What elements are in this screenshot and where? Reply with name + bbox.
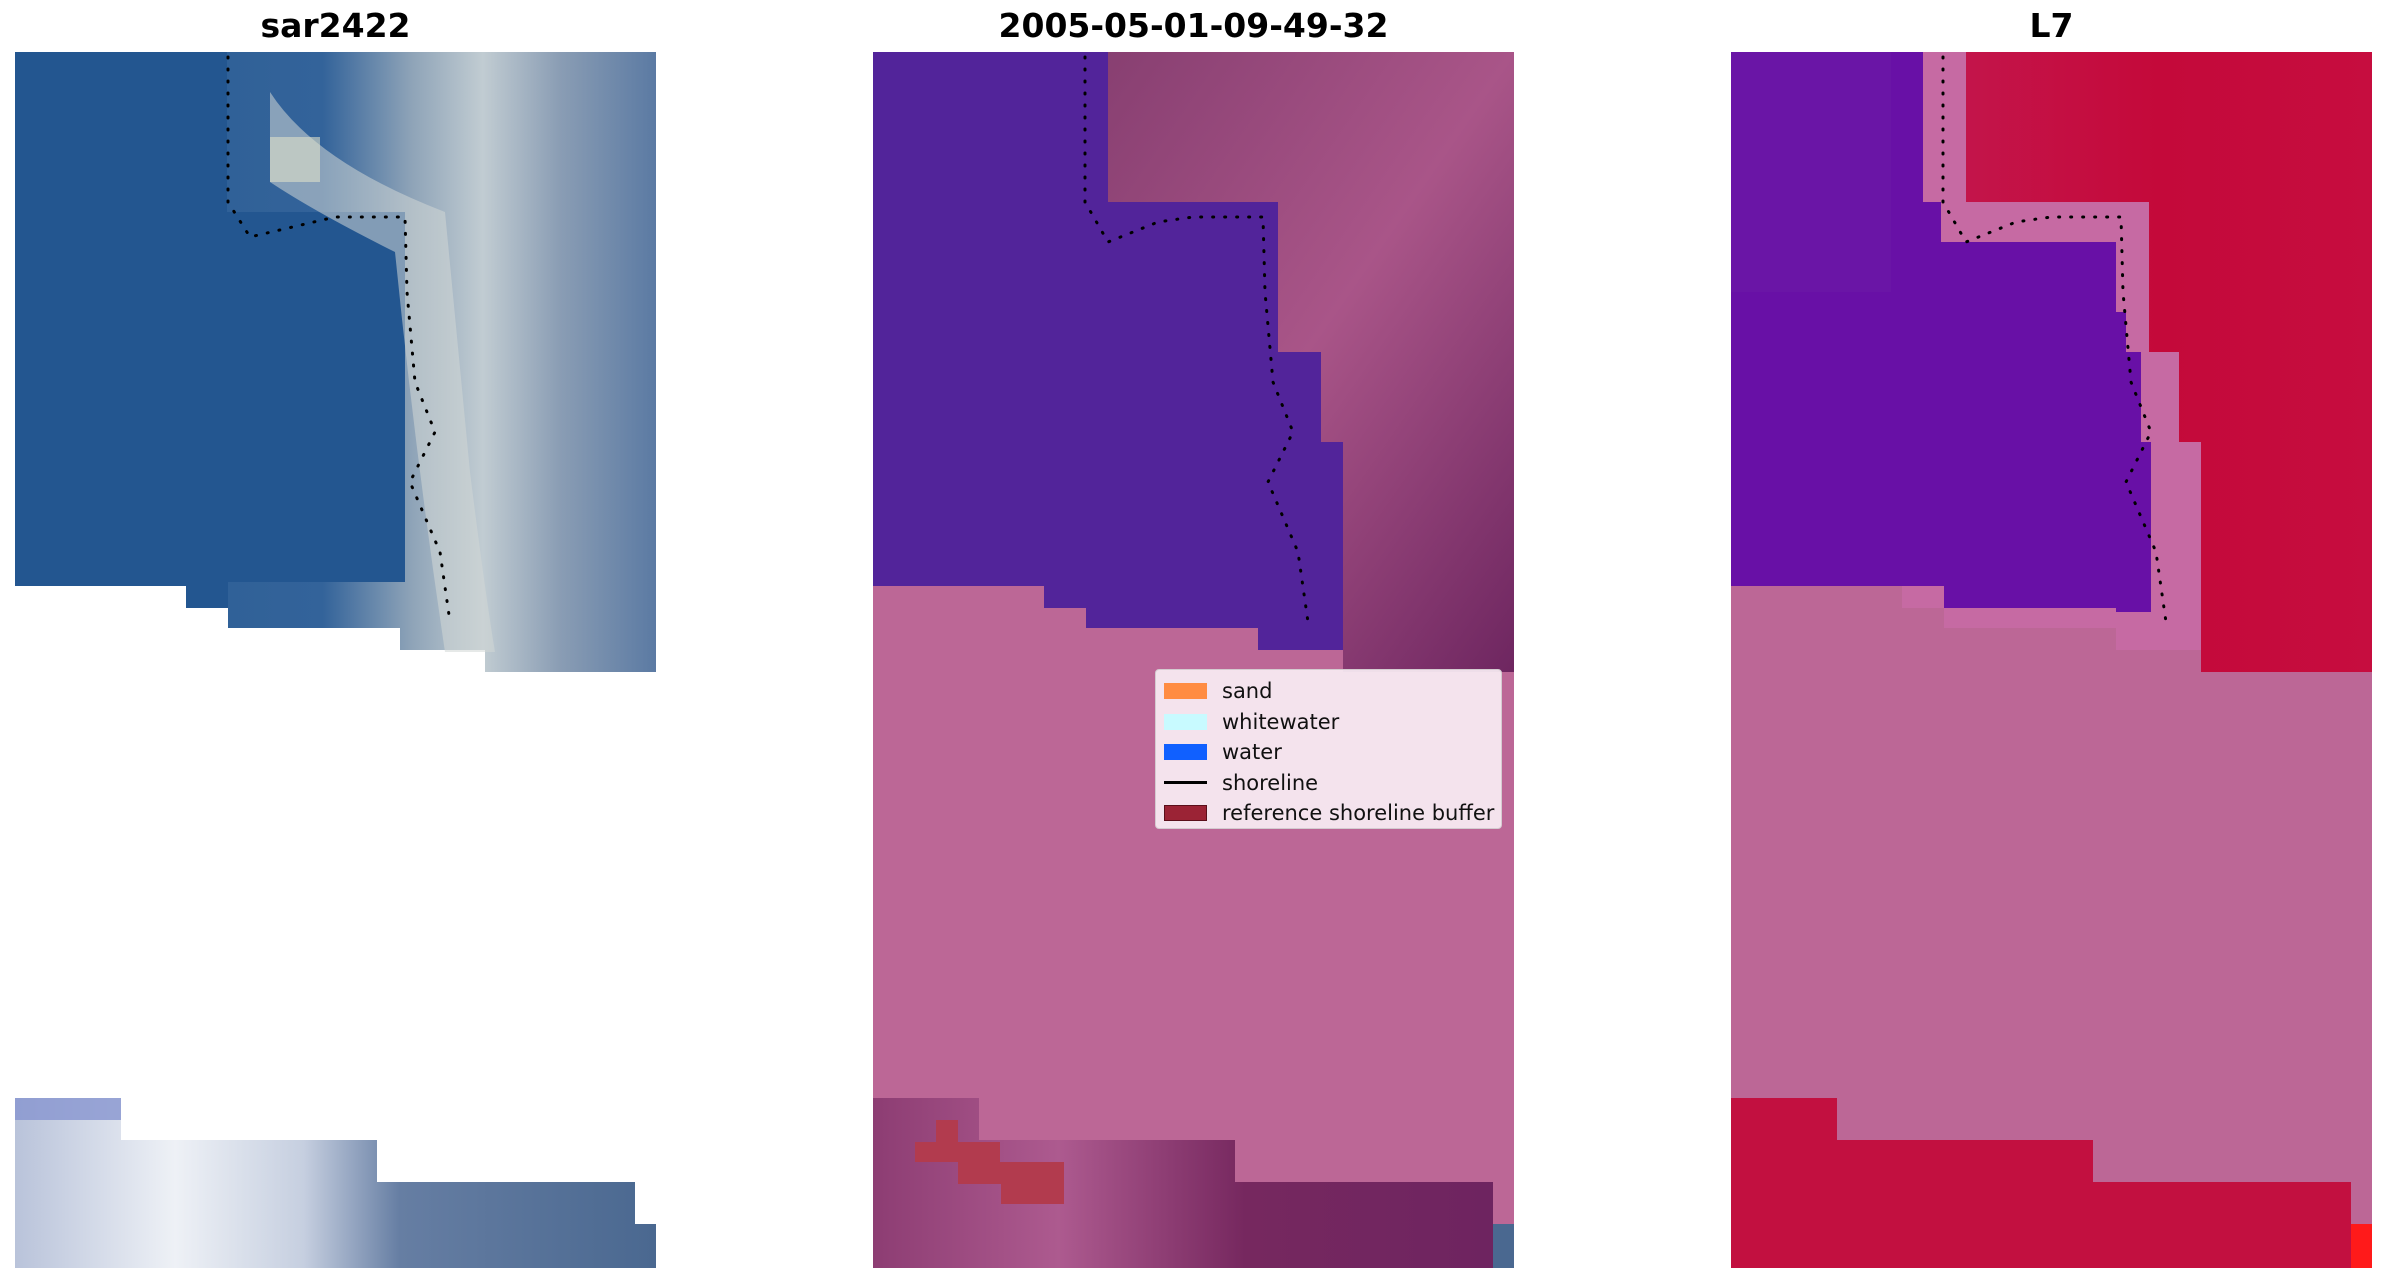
legend-label-reference-buffer: reference shoreline buffer bbox=[1222, 801, 1495, 826]
title-rgb: sar2422 bbox=[260, 6, 411, 45]
legend-item-whitewater: whitewater bbox=[1164, 707, 1493, 738]
index-panel bbox=[1731, 52, 2372, 1268]
legend-label-sand: sand bbox=[1222, 679, 1273, 704]
index-bottom-land bbox=[1731, 1098, 2351, 1268]
rgb-surf-highlight bbox=[270, 92, 495, 652]
rgb-water-area bbox=[15, 52, 405, 608]
legend-item-water: water bbox=[1164, 737, 1493, 768]
legend-item-sand: sand bbox=[1164, 676, 1493, 707]
classification-bottom-land bbox=[873, 1098, 1493, 1268]
rgb-image-panel bbox=[15, 52, 656, 1268]
legend-swatch-water bbox=[1164, 744, 1207, 761]
rgb-scene-bottom bbox=[15, 1098, 656, 1268]
legend-swatch-reference-buffer bbox=[1164, 805, 1207, 822]
legend-swatch-sand bbox=[1164, 683, 1207, 700]
legend-item-reference-buffer: reference shoreline buffer bbox=[1164, 798, 1495, 829]
classification-shoreline bbox=[1083, 55, 1310, 624]
classification-water bbox=[873, 52, 1343, 650]
index-shoreline bbox=[1941, 55, 2168, 624]
legend-item-shoreline: shoreline bbox=[1164, 768, 1493, 799]
legend-swatch-whitewater bbox=[1164, 713, 1207, 730]
legend-label-shoreline: shoreline bbox=[1222, 770, 1319, 795]
legend: sand whitewater water shoreline referenc… bbox=[1155, 669, 1502, 829]
title-classification: 2005-05-01-09-49-32 bbox=[998, 6, 1389, 45]
classification-image bbox=[873, 52, 1514, 1268]
index-image bbox=[1731, 52, 2372, 1268]
title-mndwi: L7 bbox=[2029, 6, 2074, 45]
legend-swatch-shoreline bbox=[1164, 781, 1207, 785]
rgb-shoreline bbox=[226, 55, 452, 624]
rgb-image bbox=[15, 52, 656, 1268]
legend-label-whitewater: whitewater bbox=[1222, 709, 1340, 734]
legend-label-water: water bbox=[1222, 740, 1282, 765]
classification-buffer-patch bbox=[915, 1120, 1064, 1204]
classification-panel bbox=[873, 52, 1514, 1268]
